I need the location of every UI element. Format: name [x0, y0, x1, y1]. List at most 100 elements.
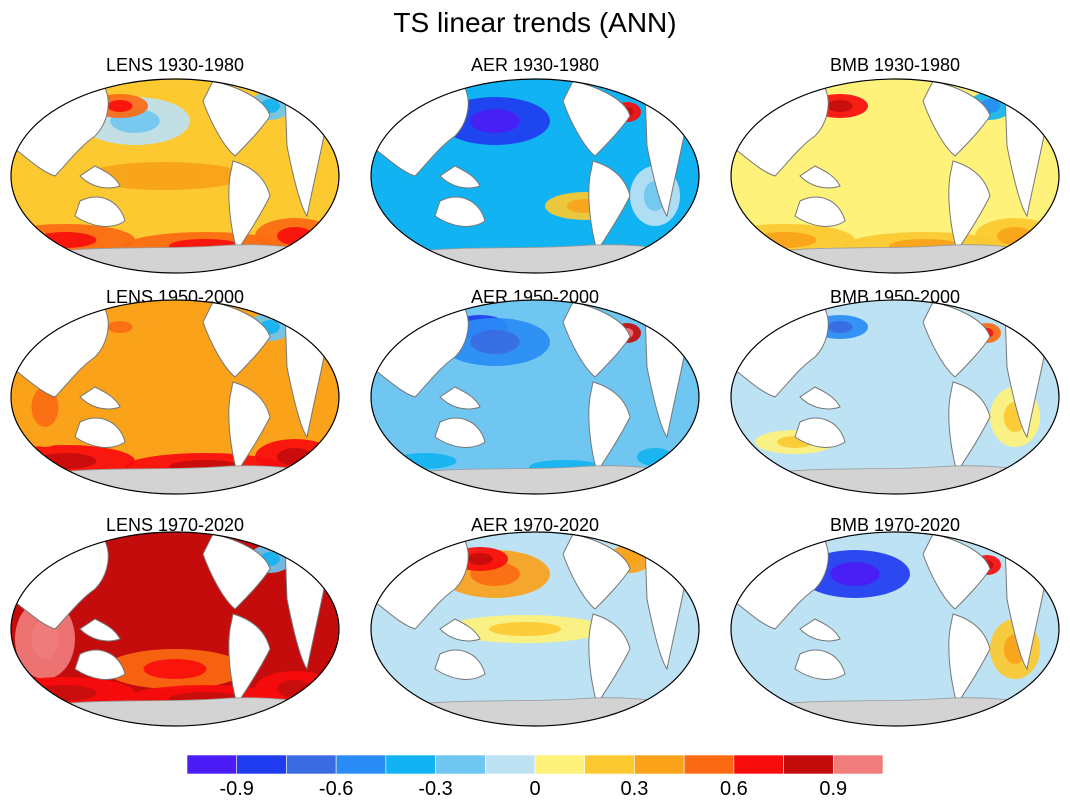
land-mass — [434, 417, 486, 448]
land-mass — [272, 532, 301, 550]
panel-title: AER 1930-1980 — [471, 55, 599, 75]
land-mass — [562, 80, 631, 157]
land-mass — [202, 533, 271, 610]
anomaly-core — [107, 321, 133, 333]
anomaly-core — [827, 100, 853, 112]
anomaly-core — [31, 387, 59, 427]
land-mass — [948, 381, 991, 474]
land-mass — [992, 532, 1021, 550]
anomaly-core — [33, 232, 97, 248]
colorbar-segment — [236, 754, 287, 775]
land-mass — [632, 79, 661, 97]
colorbar-segment — [484, 754, 536, 775]
antarctica — [731, 465, 1059, 494]
colorbar-tick-label: 0 — [529, 778, 540, 800]
globe-outline — [730, 531, 1060, 727]
land-mass — [434, 649, 486, 680]
colorbar-tick-label: 0.9 — [819, 778, 847, 800]
map-panel: LENS 1970-2020 — [10, 515, 340, 727]
anomaly-core — [827, 321, 853, 333]
colorbar-tick-label: -0.6 — [319, 778, 353, 800]
land-mass — [202, 80, 271, 157]
anomaly-core — [830, 562, 880, 586]
land-mass — [228, 160, 271, 253]
land-mass — [74, 649, 126, 680]
land-mass — [799, 618, 841, 642]
colorbar-tick-label: 0.3 — [621, 778, 649, 800]
antarctica — [11, 697, 339, 726]
land-mass — [799, 165, 841, 189]
anomaly-core — [470, 330, 520, 354]
land-mass — [74, 196, 126, 227]
land-mass — [922, 80, 991, 157]
panel-title: BMB 1970-2020 — [830, 515, 960, 535]
anomaly-core — [33, 453, 97, 469]
land-mass — [228, 613, 271, 706]
land-mass — [439, 165, 481, 189]
land-mass — [922, 301, 991, 378]
antarctica — [731, 697, 1059, 726]
land-mass — [799, 386, 841, 410]
antarctica — [11, 465, 339, 494]
anomaly-core — [753, 232, 817, 248]
land-mass — [439, 386, 481, 410]
anomaly-core — [489, 622, 561, 636]
land-mass — [588, 160, 631, 253]
antarctica — [371, 465, 699, 494]
map-panel: BMB 1950-2000 — [730, 287, 1060, 495]
land-mass — [588, 381, 631, 474]
colorbar-segment — [733, 754, 784, 775]
land-mass — [272, 79, 301, 97]
antarctica — [731, 244, 1059, 273]
land-mass — [948, 160, 991, 253]
map-panel: AER 1970-2020 — [370, 515, 700, 727]
globe-outline — [10, 299, 340, 495]
panel-title: BMB 1930-1980 — [830, 55, 960, 75]
land-mass — [588, 613, 631, 706]
colorbar-segment — [534, 754, 586, 775]
map-panel: BMB 1930-1980 — [730, 55, 1060, 274]
land-mass — [562, 533, 631, 610]
anomaly-core — [129, 169, 201, 183]
land-mass — [434, 196, 486, 227]
land-mass — [632, 300, 661, 318]
land-mass — [948, 613, 991, 706]
land-mass — [74, 417, 126, 448]
anomaly-core — [470, 109, 520, 133]
panel-title: LENS 1930-1980 — [106, 55, 244, 75]
antarctica — [11, 244, 339, 273]
chart-title: TS linear trends (ANN) — [393, 7, 676, 38]
map-panel: LENS 1930-1980 — [10, 55, 340, 274]
colorbar-segment — [385, 754, 436, 775]
map-panel: BMB 1970-2020 — [730, 515, 1060, 727]
colorbar: -0.9 -0.6 -0.3 0 0.3 0.6 0.9 — [186, 754, 884, 800]
globe-outline — [10, 78, 340, 274]
panel-grid: LENS 1930-1980 AER 1930-1980 BMB 1930-1980… — [10, 55, 1060, 727]
anomaly-core — [33, 685, 97, 701]
anomaly-core — [31, 619, 59, 659]
colorbar-segment — [832, 754, 884, 775]
land-mass — [202, 301, 271, 378]
land-mass — [228, 381, 271, 474]
land-mass — [272, 300, 301, 318]
globe-outline — [370, 531, 700, 727]
land-mass — [439, 618, 481, 642]
panel-title: AER 1970-2020 — [471, 515, 599, 535]
land-mass — [794, 649, 846, 680]
land-mass — [79, 386, 121, 410]
colorbar-segment — [186, 754, 238, 775]
map-panel: LENS 1950-2000 — [10, 287, 340, 495]
land-mass — [79, 618, 121, 642]
antarctica — [371, 697, 699, 726]
globe-outline — [370, 299, 700, 495]
map-panel: AER 1950-2000 — [370, 287, 700, 495]
anomaly-core — [107, 100, 133, 112]
colorbar-segment — [335, 754, 387, 775]
colorbar-tick-label: -0.3 — [418, 778, 452, 800]
colorbar-tick-label: 0.6 — [720, 778, 748, 800]
land-mass — [992, 300, 1021, 318]
colorbar-segment — [634, 754, 685, 775]
colorbar-segment — [683, 754, 735, 775]
anomaly-core — [393, 453, 457, 469]
land-mass — [632, 532, 661, 550]
